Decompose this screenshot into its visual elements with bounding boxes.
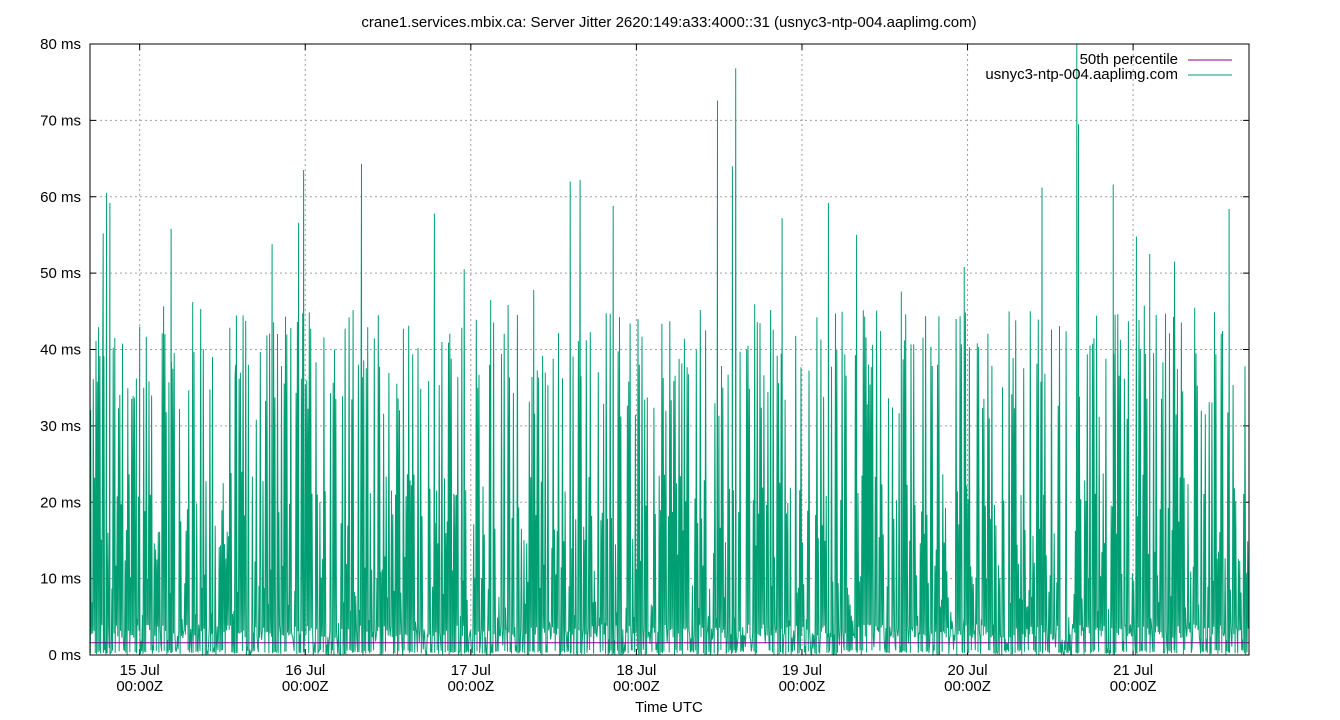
plot-border [89, 43, 1250, 656]
y-tick-label: 80 ms [40, 36, 81, 53]
y-axis: 0 ms 10 ms 20 ms 30 ms 40 ms 50 ms 60 ms 70 ms 8… [40, 36, 1249, 664]
x-tick-label-time: 00:00Z [1110, 678, 1157, 695]
x-tick-label-date: 21 Jul [1113, 662, 1153, 679]
legend-label-usnyc3-ntp-004: usnyc3-ntp-004.aaplimg.com [985, 66, 1178, 83]
x-tick-label-time: 00:00Z [116, 678, 163, 695]
x-tick-label-time: 00:00Z [282, 678, 329, 695]
y-tick-label: 10 ms [40, 571, 81, 588]
y-tick-label: 0 ms [48, 647, 81, 664]
x-tick-label-time: 00:00Z [447, 678, 494, 695]
x-tick-label-time: 00:00Z [944, 678, 991, 695]
grid-lines [90, 44, 1249, 655]
y-tick-label: 70 ms [40, 112, 81, 129]
series-line-jitter [89, 43, 1250, 657]
y-tick-label: 60 ms [40, 189, 81, 206]
x-tick-label-date: 19 Jul [782, 662, 822, 679]
x-axis-label: Time UTC [635, 699, 703, 716]
plot-area [89, 43, 1250, 657]
y-tick-label: 20 ms [40, 494, 81, 511]
x-tick-label-date: 16 Jul [285, 662, 325, 679]
y-tick-label: 50 ms [40, 265, 81, 282]
legend-label-50th-percentile: 50th percentile [1080, 51, 1178, 68]
x-tick-label-date: 20 Jul [948, 662, 988, 679]
x-tick-label-date: 15 Jul [120, 662, 160, 679]
chart-title: crane1.services.mbix.ca: Server Jitter 2… [361, 14, 976, 31]
x-tick-label-date: 17 Jul [451, 662, 491, 679]
y-tick-label: 40 ms [40, 342, 81, 359]
legend: 50th percentile usnyc3-ntp-004.aaplimg.c… [985, 51, 1232, 83]
x-tick-label-time: 00:00Z [779, 678, 826, 695]
x-tick-label-time: 00:00Z [613, 678, 660, 695]
y-tick-label: 30 ms [40, 418, 81, 435]
x-tick-label-date: 18 Jul [616, 662, 656, 679]
